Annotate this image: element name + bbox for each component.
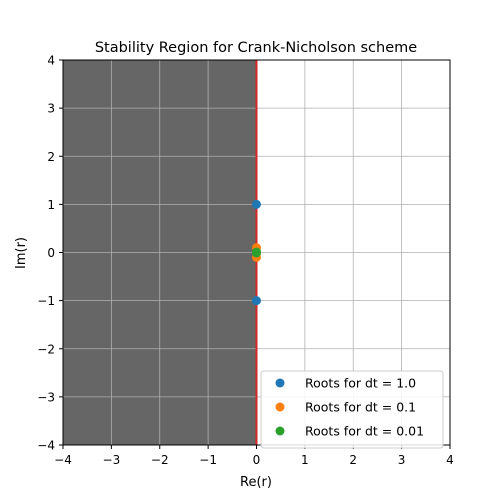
x-tick-label-1: −3 <box>103 453 121 467</box>
legend-marker-2 <box>275 426 285 436</box>
root-point-s0-p0 <box>252 199 261 209</box>
y-tick-label-8: 4 <box>47 54 55 68</box>
y-tick-label-7: 3 <box>47 102 55 116</box>
legend-label-2: Roots for dt = 0.01 <box>305 424 424 439</box>
chart-title: Stability Region for Crank-Nicholson sch… <box>95 40 417 56</box>
x-tick-label-2: −2 <box>151 453 169 467</box>
legend-marker-0 <box>275 378 285 388</box>
legend-label-0: Roots for dt = 1.0 <box>305 376 416 391</box>
x-tick-label-6: 2 <box>349 453 357 467</box>
y-tick-label-6: 2 <box>47 150 55 164</box>
x-tick-label-7: 3 <box>398 453 406 467</box>
legend-label-1: Roots for dt = 0.1 <box>305 400 416 415</box>
y-tick-label-1: −3 <box>37 390 55 404</box>
x-tick-label-5: 1 <box>301 453 309 467</box>
x-tick-label-4: 0 <box>253 453 261 467</box>
y-tick-label-2: −2 <box>37 342 55 356</box>
x-tick-label-8: 4 <box>446 453 454 467</box>
x-tick-label-0: −4 <box>54 453 72 467</box>
legend-marker-1 <box>275 402 285 412</box>
y-axis-label: Im(r) <box>14 237 29 269</box>
legend: Roots for dt = 1.0 Roots for dt = 0.1 Root… <box>260 370 444 449</box>
x-tick-label-3: −1 <box>199 453 217 467</box>
plot-area: −4 −3 −2 −1 0 1 2 3 4 −4 −3 −2 −1 0 1 2 3 4 <box>37 54 454 468</box>
y-tick-label-3: −1 <box>37 294 55 308</box>
y-tick-label-4: 0 <box>47 246 55 260</box>
x-axis-label: Re(r) <box>240 475 272 490</box>
root-point-s2-p1 <box>252 248 261 258</box>
root-point-s0-p1 <box>252 296 261 306</box>
y-tick-label-0: −4 <box>37 439 55 453</box>
legend-box <box>260 370 444 449</box>
y-tick-label-5: 1 <box>47 198 55 212</box>
